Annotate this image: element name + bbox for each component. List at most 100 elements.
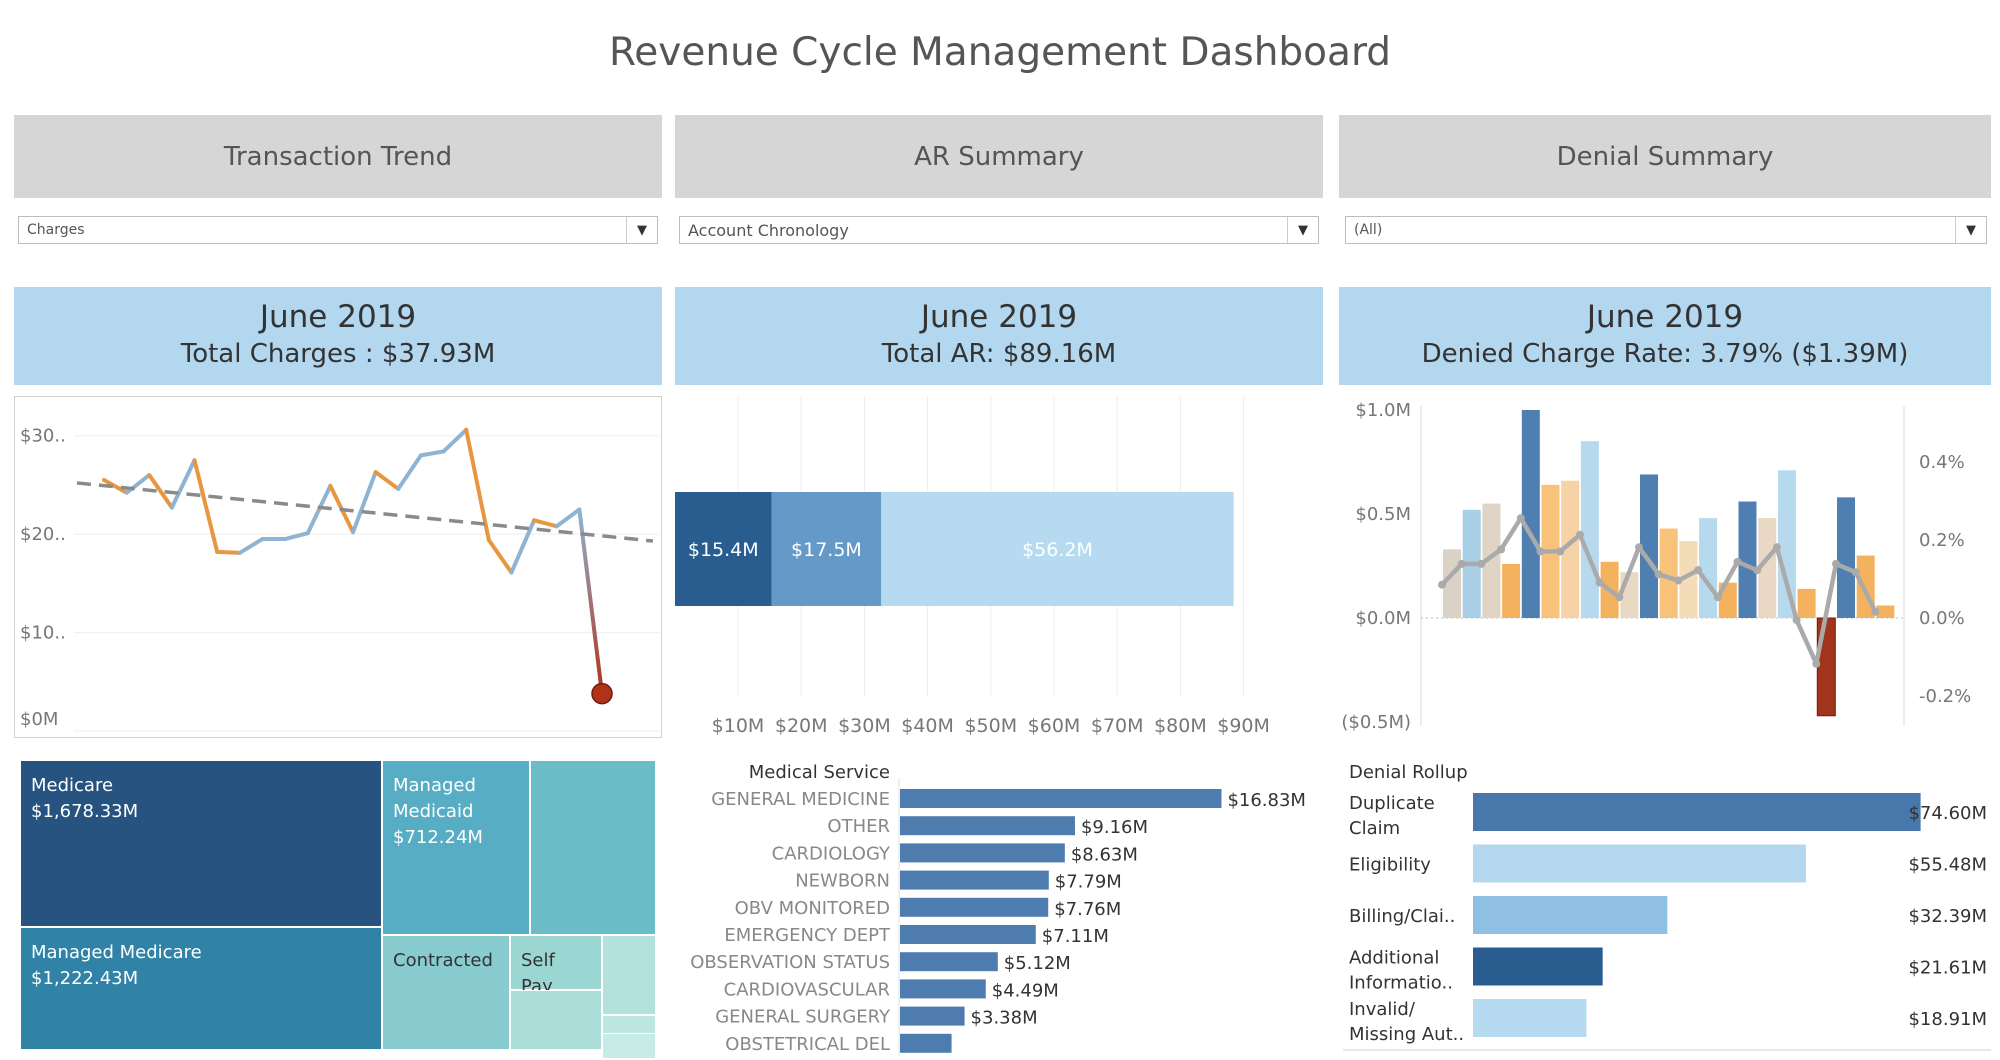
treemap-cell[interactable] [510, 990, 602, 1050]
denial-rate-point [1635, 543, 1643, 552]
value-label: $3.38M [971, 1008, 1038, 1029]
chevron-down-icon[interactable]: ▼ [1287, 217, 1318, 243]
denial-bar [1561, 480, 1580, 618]
denial-rate-point [1615, 593, 1624, 602]
series-segment [169, 458, 197, 510]
denial-rate-point [1595, 578, 1604, 587]
kpi-month: June 2019 [1586, 299, 1744, 335]
ar-view-select[interactable]: Account Chronology ▼ [679, 216, 1319, 244]
denial-filter-select[interactable]: (All) ▼ [1345, 216, 1987, 244]
category-label: GENERAL SURGERY [715, 1007, 891, 1028]
bar [900, 1033, 952, 1053]
category-label: NEWBORN [795, 871, 890, 892]
denial-bar [1521, 410, 1540, 618]
denial-bar [1640, 474, 1658, 618]
stacked-segment [771, 492, 882, 606]
value-label: $16.83M [1227, 790, 1306, 811]
treemap-cell[interactable]: Medicare $1,678.33M [20, 760, 382, 927]
y2-tick-label: -0.2% [1919, 686, 1971, 707]
value-label: $5.12M [1004, 953, 1071, 974]
denial-bar [1659, 528, 1678, 618]
denial-rate-point [1694, 566, 1703, 575]
treemap-cell[interactable] [530, 760, 656, 935]
medical-service-chart[interactable]: Medical Service GENERAL MEDICINE $16.83M OT… [675, 756, 1323, 1056]
y-tick-label: $0.5M [1355, 504, 1411, 525]
denial-rate-point [1772, 543, 1781, 552]
stacked-segment [675, 492, 772, 606]
transaction-trend-chart[interactable]: $30.. $20.. $10.. $0M [14, 396, 662, 738]
denial-bar [1738, 501, 1757, 618]
denial-combo-chart[interactable]: $1.0M $0.5M $0.0M ($0.5M) 0.4% 0.2% 0.0% -0.2% [1339, 396, 1991, 738]
kpi-value: Denied Charge Rate: 3.79% ($1.39M) [1421, 339, 1909, 369]
treemap-cell-value: $1,222.43M [31, 968, 139, 989]
denial-rollup-chart[interactable]: Denial Rollup Duplicate Claim $74.60M Eligib… [1339, 756, 1991, 1056]
denial-rate-point [1556, 547, 1565, 556]
treemap-cell[interactable]: Self Pay [510, 935, 602, 997]
value-label: $74.60M [1908, 803, 1987, 824]
last-point-marker [591, 682, 613, 705]
series-segment [441, 427, 469, 454]
series-segment [102, 477, 129, 495]
treemap-cell[interactable]: Managed Medicaid $712.24M [382, 760, 530, 935]
category-label: OTHER [827, 816, 890, 837]
category-label: Invalid/ [1349, 999, 1416, 1020]
series-segment [486, 538, 514, 575]
chart-title: Denial Rollup [1349, 762, 1468, 783]
value-label: $9.16M [1081, 817, 1148, 838]
y2-tick-label: 0.0% [1919, 608, 1965, 629]
bar [900, 843, 1065, 863]
denial-bar [1816, 617, 1836, 717]
tab-ar-summary[interactable]: AR Summary [675, 115, 1323, 198]
category-label: GENERAL MEDICINE [711, 789, 890, 810]
denial-rate-point [1477, 559, 1486, 568]
series-segment [509, 518, 537, 575]
treemap-cell[interactable] [602, 935, 656, 1015]
y2-tick-label: 0.4% [1919, 452, 1965, 473]
denial-rate-point [1753, 566, 1762, 575]
y2-tick-label: 0.2% [1919, 530, 1965, 551]
treemap-cell[interactable]: Managed Medicare $1,222.43M [20, 927, 382, 1050]
transaction-metric-select[interactable]: Charges ▼ [18, 216, 658, 244]
treemap-cell[interactable]: Contracted [382, 935, 510, 1050]
category-label: CARDIOVASCULAR [724, 979, 890, 1000]
segment-label: $56.2M [1022, 539, 1093, 561]
tab-transaction-trend[interactable]: Transaction Trend [14, 115, 662, 198]
tab-denial-summary[interactable]: Denial Summary [1339, 115, 1991, 198]
series-segment [351, 470, 378, 535]
denial-rate-point [1792, 616, 1801, 625]
category-label: Duplicate [1349, 793, 1435, 814]
value-label: $4.49M [992, 980, 1059, 1001]
y-tick-label: $10.. [20, 623, 66, 644]
bar [1473, 844, 1806, 883]
denial-bar [1876, 605, 1895, 618]
payer-treemap[interactable]: Medicare $1,678.33M Managed Medicare $1,222… [20, 760, 656, 1059]
x-tick-label: $70M [1091, 715, 1144, 737]
y-tick-label: ($0.5M) [1341, 712, 1411, 733]
chevron-down-icon[interactable]: ▼ [626, 217, 657, 243]
denial-bar [1797, 588, 1816, 618]
category-label: Missing Aut.. [1349, 1024, 1464, 1045]
kpi-month: June 2019 [259, 299, 417, 335]
y-tick-label: $30.. [20, 426, 66, 447]
value-label: $7.76M [1054, 899, 1121, 920]
chevron-down-icon[interactable]: ▼ [1955, 217, 1986, 243]
ar-summary-chart[interactable]: $15.4M $17.5M $56.2M $10M $20M $30M $40M $50M $6… [675, 396, 1323, 738]
kpi-total-ar: June 2019 Total AR: $89.16M [675, 287, 1323, 385]
category-label: Billing/Clai.. [1349, 906, 1455, 927]
value-label: $32.39M [1908, 906, 1987, 927]
series-segment [577, 507, 604, 696]
treemap-cell-name: Managed Medicaid [393, 775, 476, 822]
kpi-denied-charge-rate: June 2019 Denied Charge Rate: 3.79% ($1.… [1339, 287, 1991, 385]
denial-rate-point [1575, 530, 1584, 539]
denial-rate-point [1851, 568, 1860, 577]
treemap-cell-value: $1,678.33M [31, 801, 139, 822]
treemap-cell[interactable] [602, 1033, 656, 1059]
denial-filter-value: (All) [1354, 222, 1383, 238]
category-label: CARDIOLOGY [772, 843, 891, 864]
series-segment [147, 473, 174, 510]
category-label: OBSTETRICAL DEL [725, 1034, 890, 1055]
denial-rate-point [1832, 559, 1840, 568]
x-tick-label: $90M [1217, 715, 1270, 737]
denial-rate-point [1733, 557, 1742, 566]
denial-bar [1679, 541, 1698, 618]
